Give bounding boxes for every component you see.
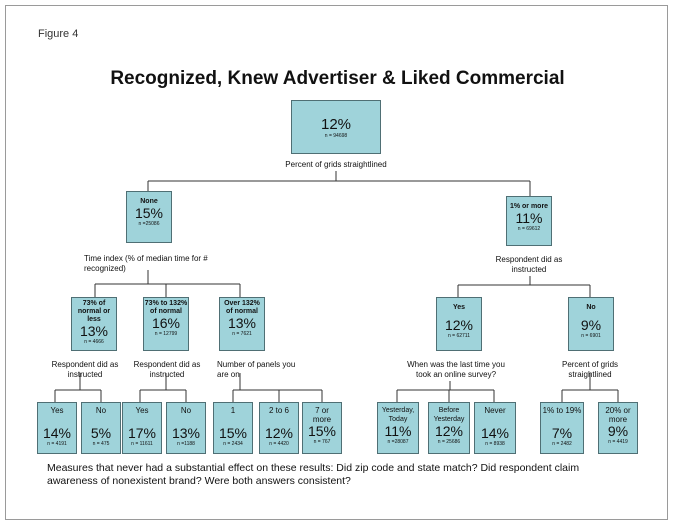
split-label-l2-0: Respondent did as instructed (51, 360, 119, 379)
root-node: 12% n = 94698 (291, 100, 381, 154)
node-label: 20% or more (605, 406, 631, 424)
node-pct: 14% (42, 425, 72, 441)
node-pct: 14% (480, 425, 510, 441)
node-n: n = 6901 (581, 333, 601, 339)
node-pct: 7% (551, 425, 573, 441)
node-n: n = 4191 (47, 441, 67, 447)
node-73-to-132: 73% to 132% of normal 16% n = 12799 (143, 297, 189, 351)
node-pct: 15% (307, 423, 337, 439)
leaf-node: 1% to 19% 7% n = 2482 (540, 402, 584, 454)
leaf-node: 2 to 6 12% n = 4420 (259, 402, 299, 454)
node-n: n = 69612 (517, 226, 541, 232)
node-label: 73% of normal or less (77, 300, 111, 323)
node-n: n = 2434 (223, 441, 243, 447)
node-n: n = 8938 (485, 441, 505, 447)
node-label: 1% to 19% (542, 406, 582, 415)
node-label: No (180, 406, 192, 415)
leaf-node: 1 15% n = 2434 (213, 402, 253, 454)
node-n: n = 7621 (232, 331, 252, 337)
node-n: n =25086 (138, 221, 160, 227)
node-label: 1 (230, 406, 236, 415)
figure-label: Figure 4 (38, 28, 79, 40)
split-label-l2-2: Number of panels you are on (217, 360, 296, 379)
leaf-node: Before Yesterday 12% n = 25686 (428, 402, 470, 454)
node-n: n =1188 (177, 441, 195, 447)
node-label: Before Yesterday (433, 407, 465, 423)
node-1pct-or-more: 1% or more 11% n = 69612 (506, 196, 552, 246)
node-label: No (586, 304, 596, 311)
node-n: n = 4666 (84, 339, 104, 345)
leaf-node: Yes 17% n = 11611 (122, 402, 162, 454)
split-label-l2-3: When was the last time you took an onlin… (407, 360, 505, 379)
diagram-title: Recognized, Knew Advertiser & Liked Comm… (110, 68, 565, 89)
node-instructed-no: No 9% n = 6901 (568, 297, 614, 351)
node-n: n = 11611 (131, 441, 153, 447)
node-label: None (140, 198, 158, 205)
node-pct: 15% (218, 425, 248, 441)
node-pct: 12% (320, 116, 352, 133)
leaf-node: Yesterday, Today 11% n =28087 (377, 402, 419, 454)
node-instructed-yes: Yes 12% n = 62711 (436, 297, 482, 351)
node-n: n = 4420 (269, 441, 289, 447)
leaf-node: 20% or more 9% n = 4419 (598, 402, 638, 454)
node-label: No (95, 406, 107, 415)
node-label: Yes (135, 406, 149, 415)
split-label-l2-1: Respondent did as instructed (133, 360, 201, 379)
split-label-l2-4: Percent of grids straightlined (561, 360, 619, 379)
node-pct: 11% (384, 423, 412, 439)
node-pct: 12% (264, 425, 294, 441)
leaf-node: No 5% n = 475 (81, 402, 121, 454)
node-73-or-less: 73% of normal or less 13% n = 4666 (71, 297, 117, 351)
node-none: None 15% n =25086 (126, 191, 172, 243)
node-label: Never (484, 406, 506, 415)
split-label-instructed: Respondent did as instructed (495, 255, 563, 274)
node-n: n = 12799 (154, 331, 178, 337)
node-n: n = 2482 (552, 441, 572, 447)
node-label: Yes (50, 406, 64, 415)
node-label: 73% to 132% of normal (144, 300, 188, 315)
node-pct: 13% (79, 323, 109, 339)
node-pct: 13% (171, 425, 201, 441)
leaf-node: Yes 14% n = 4191 (37, 402, 77, 454)
node-pct: 5% (90, 425, 112, 441)
node-label: Yesterday, Today (381, 407, 415, 423)
node-n: n = 94698 (324, 133, 348, 139)
node-n: n = 4419 (608, 439, 628, 445)
node-label: 2 to 6 (268, 406, 289, 415)
split-label-root: Percent of grids straightlined (285, 160, 387, 169)
node-n: n = 475 (92, 441, 110, 447)
node-n: n =28087 (387, 439, 409, 445)
node-pct: 16% (151, 315, 181, 331)
node-pct: 17% (127, 425, 157, 441)
node-n: n = 767 (313, 439, 331, 445)
split-label-time-index: Time index (% of median time for # recog… (84, 254, 208, 273)
node-pct: 15% (134, 205, 164, 221)
node-over-132: Over 132% of normal 13% n = 7621 (219, 297, 265, 351)
node-pct: 9% (607, 423, 629, 439)
node-label: 7 or more (312, 406, 332, 424)
node-label: 1% or more (509, 203, 549, 210)
node-pct: 12% (434, 423, 464, 439)
leaf-node: No 13% n =1188 (166, 402, 206, 454)
node-pct: 11% (515, 210, 543, 226)
node-n: n = 25686 (437, 439, 461, 445)
node-pct: 13% (227, 315, 257, 331)
node-label: Over 132% of normal (224, 300, 260, 315)
node-label: Yes (452, 304, 466, 311)
leaf-node: Never 14% n = 8938 (474, 402, 516, 454)
node-pct: 12% (444, 317, 474, 333)
node-pct: 9% (580, 317, 602, 333)
footer-note: Measures that never had a substantial ef… (47, 462, 580, 487)
node-n: n = 62711 (447, 333, 470, 339)
leaf-node: 7 or more 15% n = 767 (302, 402, 342, 454)
